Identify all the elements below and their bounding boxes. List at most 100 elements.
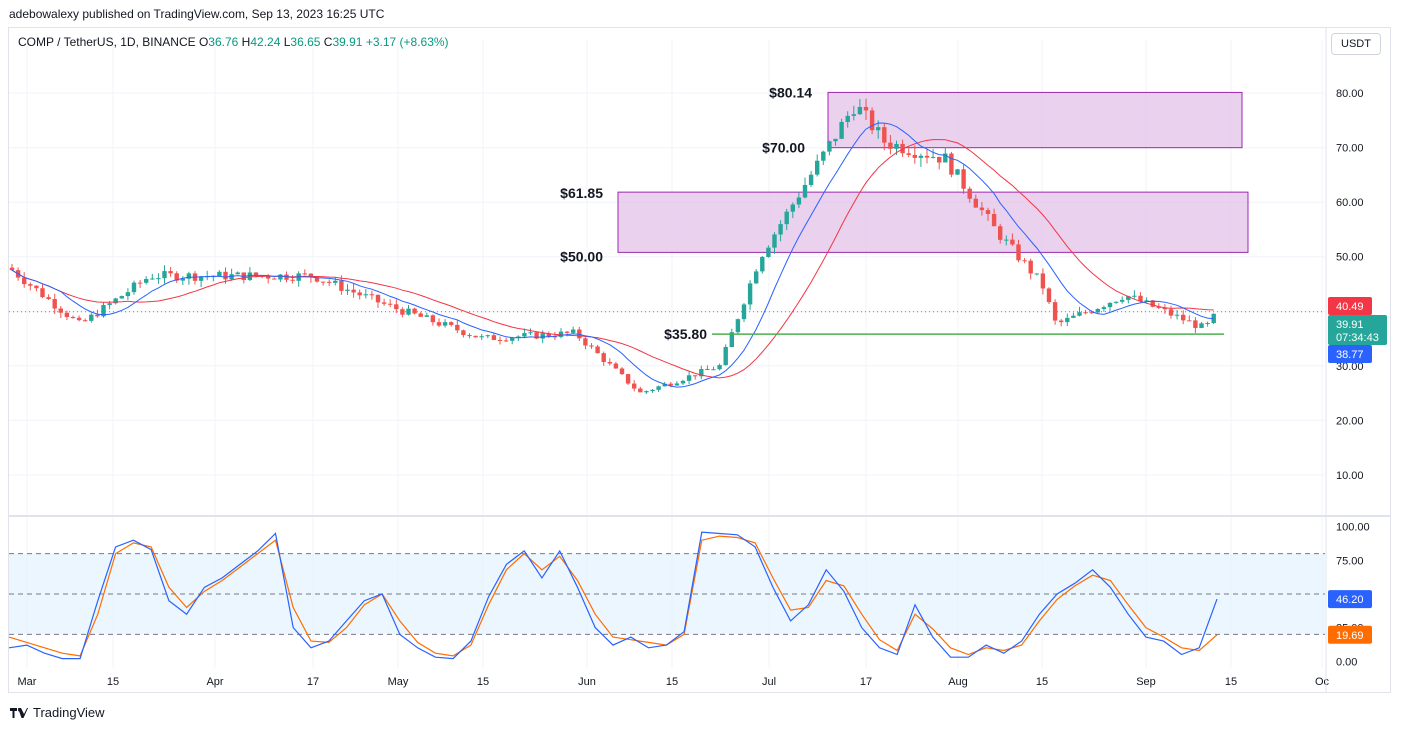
candle-body: [894, 143, 899, 149]
time-axis-tick: Jul: [762, 676, 776, 688]
change-value: +3.17 (+8.63%): [365, 35, 449, 49]
candle-body: [808, 174, 814, 185]
candle-body: [821, 151, 826, 161]
candle-body: [552, 336, 558, 338]
candle-body: [735, 319, 741, 333]
candle-body: [1083, 312, 1088, 314]
candle-body: [607, 361, 612, 364]
tradingview-logo-icon: [10, 707, 28, 718]
candle-body: [632, 383, 637, 389]
candle-body: [985, 210, 991, 214]
candle-body: [302, 273, 307, 275]
candle-body: [369, 294, 375, 296]
candle-body: [308, 273, 314, 278]
candle-body: [711, 369, 716, 371]
candle-body: [741, 304, 747, 320]
candle-body: [668, 383, 673, 386]
candle-body: [1205, 322, 1210, 324]
candle-body: [424, 315, 429, 317]
time-axis-tick: 17: [307, 676, 319, 688]
candle-body: [1022, 260, 1027, 262]
candle-body: [876, 127, 881, 131]
time-axis-tick: 17: [860, 676, 872, 688]
candle-body: [351, 289, 356, 293]
candle-body: [394, 304, 399, 310]
candle-body: [1077, 312, 1082, 316]
candle-body: [839, 121, 844, 139]
tradingview-footer[interactable]: TradingView: [10, 705, 105, 720]
candle-body: [510, 337, 515, 341]
candle-body: [497, 339, 503, 341]
candle-body: [851, 114, 856, 116]
level-annotation: $70.00: [762, 140, 805, 156]
candle-body: [266, 275, 271, 279]
price-axis-tick: 80.00: [1336, 88, 1364, 100]
low-value: 36.65: [290, 35, 321, 49]
candle-body: [217, 271, 222, 277]
candle-body: [442, 322, 448, 326]
candle-body: [662, 383, 667, 387]
candle-body: [180, 278, 185, 281]
candle-body: [924, 155, 930, 158]
candle-body: [113, 298, 118, 304]
candle-body: [918, 155, 924, 158]
candle-body: [144, 278, 149, 283]
candle-body: [150, 278, 155, 280]
resistance-zone: [617, 191, 1249, 253]
candle-body: [1101, 307, 1107, 310]
candle-body: [107, 303, 112, 306]
time-axis-tick: Apr: [206, 676, 223, 688]
candle-body: [467, 335, 472, 337]
candle-body: [89, 314, 94, 321]
stoch-k-line: [8, 531, 1218, 660]
candle-body: [1156, 306, 1161, 308]
candle-body: [705, 369, 710, 371]
candle-body: [1120, 299, 1125, 302]
candle-body: [320, 281, 326, 283]
candle-body: [1113, 301, 1119, 303]
candle-body: [1150, 300, 1155, 307]
high-value: 42.24: [250, 35, 281, 49]
candle-body: [1016, 244, 1021, 261]
candle-body: [955, 169, 960, 175]
candle-body: [198, 276, 204, 281]
candle-body: [485, 335, 490, 337]
candle-body: [503, 340, 509, 342]
candle-body: [754, 271, 759, 284]
candle-body: [937, 156, 942, 163]
level-annotation: $50.00: [560, 249, 603, 265]
currency-button[interactable]: USDT: [1331, 33, 1381, 55]
candle-body: [339, 280, 344, 291]
candle-body: [1065, 317, 1070, 323]
candle-body: [363, 294, 368, 296]
candle-body: [156, 278, 161, 280]
price-axis-tick: 10.00: [1336, 470, 1364, 482]
price-axis-tick: 60.00: [1336, 197, 1364, 209]
candle-body: [863, 106, 869, 111]
candle-body: [1107, 302, 1113, 308]
candle-body: [693, 375, 698, 377]
time-axis-tick: May: [388, 676, 409, 688]
candle-body: [638, 388, 643, 393]
candle-body: [723, 347, 728, 366]
time-axis-tick: 15: [107, 676, 119, 688]
countdown-label: 07:34:43: [1336, 332, 1379, 344]
candle-body: [961, 169, 966, 189]
candle-body: [327, 281, 332, 283]
candle-body: [571, 329, 576, 333]
candle-body: [784, 211, 789, 225]
candle-body: [223, 271, 228, 280]
stoch-d-label-box: [1328, 625, 1372, 644]
candle-body: [40, 288, 45, 298]
last-price-box: [1328, 315, 1387, 345]
candle-body: [930, 156, 936, 158]
candle-body: [272, 278, 277, 280]
level-annotation: $80.14: [769, 84, 812, 100]
candle-body: [1181, 314, 1186, 321]
candle-body: [125, 292, 131, 297]
time-axis-tick: Sep: [1136, 676, 1156, 688]
candle-body: [1071, 315, 1076, 318]
candle-body: [473, 335, 478, 338]
price-axis-tick: 30.00: [1336, 361, 1364, 373]
